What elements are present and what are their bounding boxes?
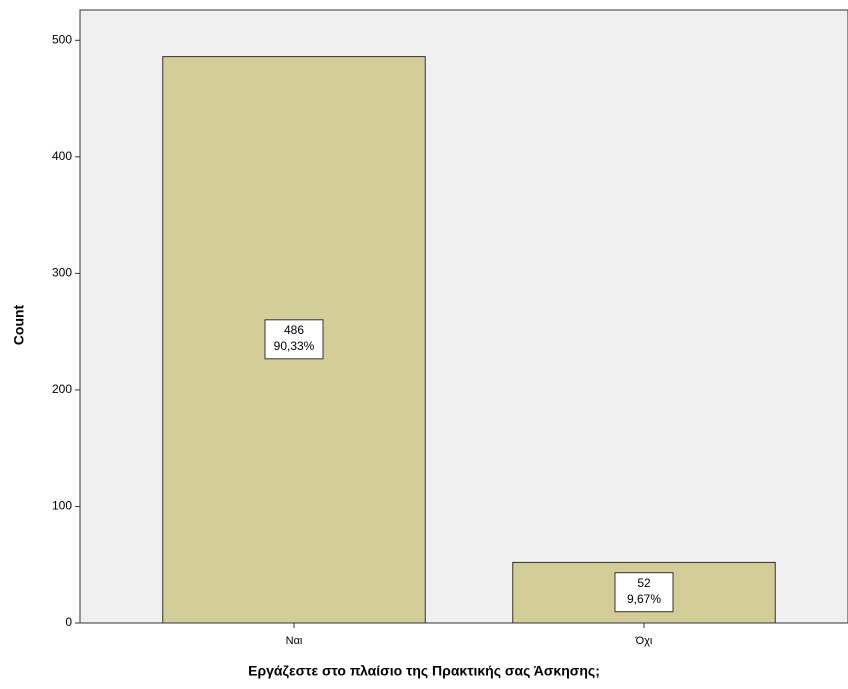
x-tick-label: Ναι	[286, 635, 303, 647]
data-label-count: 486	[284, 323, 304, 337]
data-label-box	[614, 572, 674, 613]
y-tick-label: 0	[65, 615, 72, 629]
data-label-box	[264, 319, 324, 360]
y-tick-label: 300	[52, 266, 72, 280]
y-axis-title: Count	[11, 304, 27, 345]
y-tick-label: 500	[52, 32, 72, 46]
x-tick-label: Όχι	[635, 635, 653, 647]
y-tick-label: 200	[52, 382, 72, 396]
data-label-percent: 9,67%	[627, 592, 661, 606]
data-label-percent: 90,33%	[274, 339, 315, 353]
x-axis-title: Εργάζεστε στο πλαίσιο της Πρακτικής σας …	[248, 663, 600, 679]
y-tick-label: 100	[52, 499, 72, 513]
y-tick-label: 400	[52, 149, 72, 163]
data-label-count: 52	[637, 576, 651, 590]
